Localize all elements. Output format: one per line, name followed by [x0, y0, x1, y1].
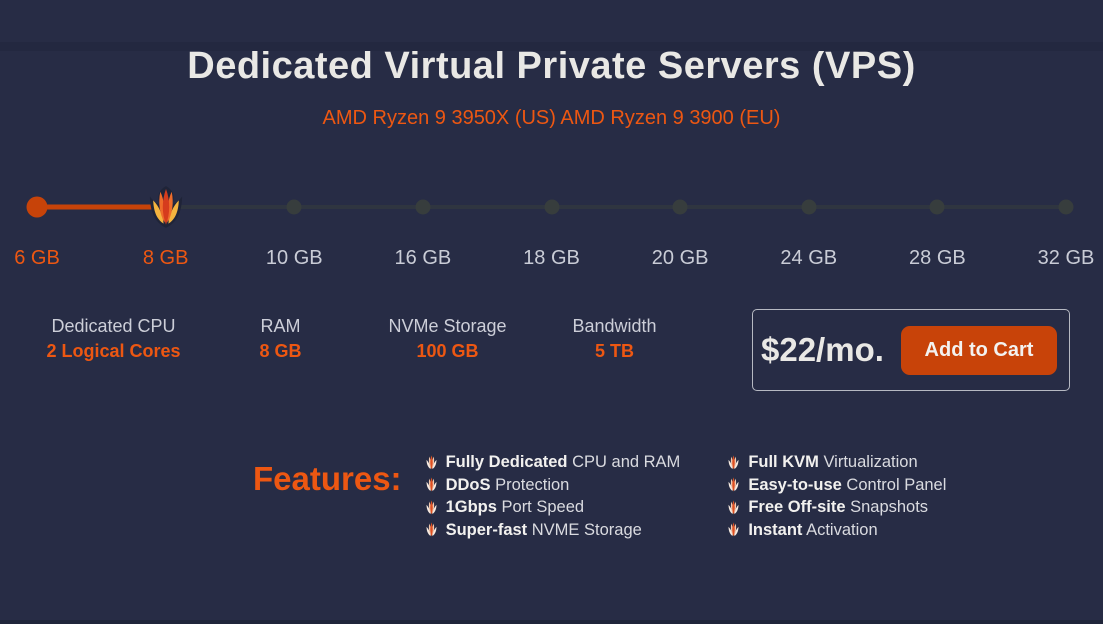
feature-item: Full KVM Virtualization — [726, 451, 946, 474]
slider-stop[interactable] — [147, 185, 185, 229]
spec-value: 100 GB — [416, 341, 479, 361]
tulip-bullet-icon — [727, 454, 741, 471]
tulip-bullet-icon — [424, 476, 438, 493]
feature-text: Instant Activation — [748, 520, 878, 539]
slider-track-fill — [37, 204, 166, 210]
features-column-2: Full KVM Virtualization Easy-to-use Cont… — [726, 451, 946, 541]
price-text: $22/mo. — [761, 331, 884, 368]
slider-stop[interactable] — [544, 199, 559, 215]
ram-option-label[interactable]: 6 GB — [14, 247, 60, 269]
slider-stop[interactable] — [801, 199, 817, 215]
spec-value: 2 Logical Cores — [46, 341, 181, 361]
ram-option-label[interactable]: 28 GB — [909, 247, 966, 269]
feature-text: Fully Dedicated CPU and RAM — [445, 453, 681, 471]
ram-option-label[interactable]: 24 GB — [780, 247, 838, 269]
bottom-divider — [0, 620, 1103, 624]
ram-option-label[interactable]: 20 GB — [651, 247, 709, 269]
tulip-bullet-icon — [727, 521, 741, 538]
add-to-cart-button[interactable]: Add to Cart — [901, 325, 1057, 375]
ram-option-label[interactable]: 16 GB — [394, 247, 452, 269]
specs-price-row: Dedicated CPU 2 Logical Cores RAM 8 GB N… — [30, 309, 1070, 391]
spec-label: Bandwidth — [572, 316, 657, 336]
feature-item: Instant Activation — [726, 519, 946, 542]
tulip-bullet-icon — [727, 499, 741, 516]
spec-label: RAM — [260, 316, 301, 336]
tulip-bullet-icon — [424, 499, 438, 516]
feature-text: Super-fast NVME Storage — [445, 520, 642, 539]
slider-stop[interactable] — [415, 199, 431, 215]
feature-item: Super-fast NVME Storage — [424, 519, 681, 542]
spec-value: 8 GB — [259, 341, 302, 361]
feature-text: Easy-to-use Control Panel — [748, 475, 947, 494]
ram-option-label[interactable]: 18 GB — [523, 247, 580, 269]
spec-column: Dedicated CPU 2 Logical Cores — [30, 314, 197, 363]
spec-column: RAM 8 GB — [197, 314, 364, 363]
tulip-flame-handle-icon[interactable] — [147, 185, 185, 229]
spec-column: Bandwidth 5 TB — [531, 314, 698, 363]
feature-text: Free Off-site Snapshots — [748, 498, 929, 516]
feature-item: 1Gbps Port Speed — [424, 496, 681, 519]
feature-item: DDoS Protection — [424, 474, 681, 497]
feature-item: Free Off-site Snapshots — [726, 496, 946, 519]
feature-item: Fully Dedicated CPU and RAM — [424, 451, 681, 474]
tulip-bullet-icon — [424, 454, 438, 471]
features-section: Features: Fully Dedicated CPU and RAM — [253, 451, 1103, 541]
slider-stop[interactable] — [929, 199, 945, 215]
features-heading: Features: — [253, 460, 402, 497]
slider-stop[interactable] — [672, 199, 688, 215]
spec-column: NVMe Storage 100 GB — [364, 314, 531, 363]
feature-text: 1Gbps Port Speed — [445, 498, 585, 516]
top-divider — [0, 42, 1103, 51]
ram-option-label[interactable]: 10 GB — [265, 247, 323, 269]
cpu-subtitle: AMD Ryzen 9 3950X (US) AMD Ryzen 9 3900 … — [322, 107, 781, 129]
ram-labels-row: 6 GB 8 GB 10 GB 16 GB 18 GB 20 GB 24 GB … — [14, 245, 1094, 271]
slider-stop[interactable] — [286, 199, 302, 215]
price-box: $22/mo. Add to Cart — [752, 309, 1070, 391]
feature-text: DDoS Protection — [445, 475, 570, 494]
spec-label: Dedicated CPU — [51, 316, 176, 336]
ram-option-label[interactable]: 8 GB — [142, 247, 189, 269]
feature-item: Easy-to-use Control Panel — [726, 474, 946, 497]
spec-value: 5 TB — [594, 341, 634, 361]
spec-label: NVMe Storage — [388, 316, 507, 336]
specs-row: Dedicated CPU 2 Logical Cores RAM 8 GB N… — [30, 309, 698, 363]
slider-stop[interactable] — [26, 196, 48, 218]
ram-option-label[interactable]: 32 GB — [1037, 247, 1095, 269]
page-title: Dedicated Virtual Private Servers (VPS) — [187, 45, 916, 87]
ram-slider[interactable] — [26, 185, 1074, 229]
vps-pricing-section: Dedicated Virtual Private Servers (VPS) … — [0, 42, 1103, 624]
tulip-bullet-icon — [424, 521, 438, 538]
feature-text: Full KVM Virtualization — [748, 453, 918, 471]
tulip-bullet-icon — [727, 476, 741, 493]
slider-stop[interactable] — [1058, 199, 1074, 215]
features-column-1: Fully Dedicated CPU and RAM DDoS Protect… — [424, 451, 681, 542]
